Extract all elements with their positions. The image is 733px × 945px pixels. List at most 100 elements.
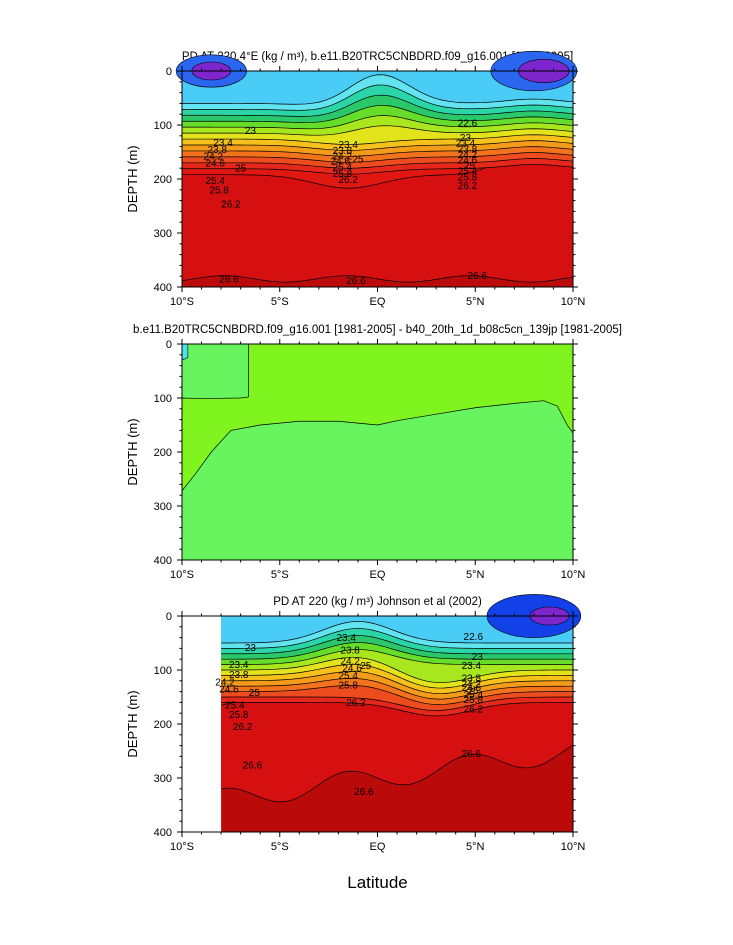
- contour-label: 25: [464, 161, 476, 172]
- contour-label: 25: [235, 164, 247, 175]
- contour-label: 23.8: [340, 646, 360, 657]
- contour-label: 23: [460, 133, 472, 144]
- contour-label: 23.8: [462, 674, 482, 685]
- contour-label: 23.4: [229, 660, 249, 671]
- contour-label: 25.8: [458, 172, 478, 183]
- contour-label: 26.2: [221, 199, 241, 210]
- contour-label: 25: [352, 155, 364, 166]
- contour-line: [221, 744, 574, 803]
- y-tick-label: 300: [154, 773, 172, 785]
- contour-label: 25: [249, 688, 261, 699]
- contour-label: 25.4: [458, 166, 478, 177]
- diff-positive-region: [181, 343, 574, 492]
- contour-line: [221, 664, 574, 689]
- y-axis-label: DEPTH (m): [125, 145, 140, 212]
- contour-label: 26.6: [354, 787, 374, 798]
- contour-label: 23.4: [336, 633, 356, 644]
- contour-label: 23.4: [338, 140, 358, 151]
- x-tick-label: 5°N: [466, 296, 485, 308]
- contour-label: 25.4: [206, 176, 226, 187]
- contour-line: [182, 146, 574, 157]
- contour-line: [182, 134, 574, 145]
- contour-line: [221, 635, 573, 655]
- contour-band: [221, 616, 573, 643]
- contour-label: 23.8: [207, 145, 227, 156]
- contour-label: 25.8: [464, 695, 484, 706]
- contour-label: 26.2: [464, 704, 484, 715]
- contour-line: [182, 164, 574, 175]
- contour-line: [221, 657, 574, 683]
- x-tick-label: 5°N: [466, 841, 485, 853]
- contour-label: 22.6: [464, 632, 484, 643]
- contour-label: 23.4: [456, 138, 476, 149]
- y-axis-label: DEPTH (m): [125, 690, 140, 757]
- y-tick-label: 100: [154, 665, 172, 677]
- contour-line: [181, 275, 574, 283]
- y-tick-label: 400: [154, 555, 172, 567]
- contour-label: 25.8: [229, 710, 249, 721]
- y-tick-label: 100: [154, 120, 172, 132]
- contour-label: 23: [245, 126, 257, 137]
- contour-label: 25: [468, 686, 480, 697]
- x-tick-label: 10°S: [170, 296, 194, 308]
- y-tick-label: 200: [154, 719, 172, 731]
- contour-line: [221, 642, 573, 660]
- y-tick-label: 100: [154, 393, 172, 405]
- contour-label: 23.4: [462, 661, 482, 672]
- contour-label: 25.4: [338, 671, 358, 682]
- y-tick-label: 300: [154, 228, 172, 240]
- contour-line: [221, 678, 574, 700]
- contour-label: 25.8: [209, 185, 229, 196]
- contour-label: 26.6: [462, 749, 482, 760]
- panel-title: PD AT 220.4°E (kg / m³), b.e11.B20TRC5CN…: [182, 51, 573, 63]
- contour-label: 24.6: [206, 158, 226, 169]
- contour-line: [182, 84, 574, 111]
- contour-band: [182, 71, 573, 105]
- contour-line: [221, 671, 574, 694]
- x-tick-label: 5°S: [271, 569, 289, 581]
- contour-label: 23.8: [333, 146, 353, 157]
- contour-label: 24.2: [340, 656, 360, 667]
- diff-cyan-region: [181, 343, 189, 361]
- x-tick-label: 10°S: [170, 569, 194, 581]
- contour-label: 26.2: [233, 722, 253, 733]
- x-tick-label: 5°S: [271, 296, 289, 308]
- contour-line: [221, 621, 573, 644]
- contour-label: 24.6: [219, 684, 239, 695]
- contour-label: 24.2: [215, 677, 235, 688]
- contour-line: [221, 685, 574, 705]
- y-tick-label: 300: [154, 501, 172, 513]
- y-axis-label: DEPTH (m): [125, 418, 140, 485]
- x-tick-label: 5°S: [271, 841, 289, 853]
- contour-label: 25.8: [338, 681, 358, 692]
- contour-line: [182, 140, 574, 151]
- contour-line: [221, 696, 574, 711]
- contour-line: [182, 94, 574, 117]
- y-tick-label: 200: [154, 174, 172, 186]
- contour-label: 24.6: [331, 157, 351, 168]
- contour-line: [182, 152, 574, 163]
- x-tick-label: EQ: [370, 296, 386, 308]
- x-tick-label: 10°S: [170, 841, 194, 853]
- x-tick-label: 10°N: [561, 569, 586, 581]
- contour-label: 24.2: [462, 679, 482, 690]
- y-tick-label: 400: [154, 827, 172, 839]
- contour-label: 22.6: [458, 118, 478, 129]
- contour-label: 26.2: [338, 175, 358, 186]
- contour-label: 25.4: [464, 690, 484, 701]
- contour-label: 26.6: [219, 274, 239, 285]
- y-tick-label: 0: [166, 339, 172, 351]
- contour-label: 23.8: [458, 144, 478, 155]
- contour-label: 24.2: [458, 150, 478, 161]
- contour-line: [221, 628, 573, 649]
- contour-line: [182, 105, 574, 123]
- contour-line: [182, 74, 574, 105]
- x-tick-label: 10°N: [561, 841, 586, 853]
- contour-label: 24.2: [204, 151, 224, 162]
- contour-label: 25.4: [225, 701, 245, 712]
- panel-title: b.e11.B20TRC5CNBDRD.f09_g16.001 [1981-20…: [133, 324, 622, 336]
- x-tick-label: EQ: [370, 841, 386, 853]
- contour-label: 23: [472, 652, 484, 663]
- contour-label: 23.8: [229, 670, 249, 681]
